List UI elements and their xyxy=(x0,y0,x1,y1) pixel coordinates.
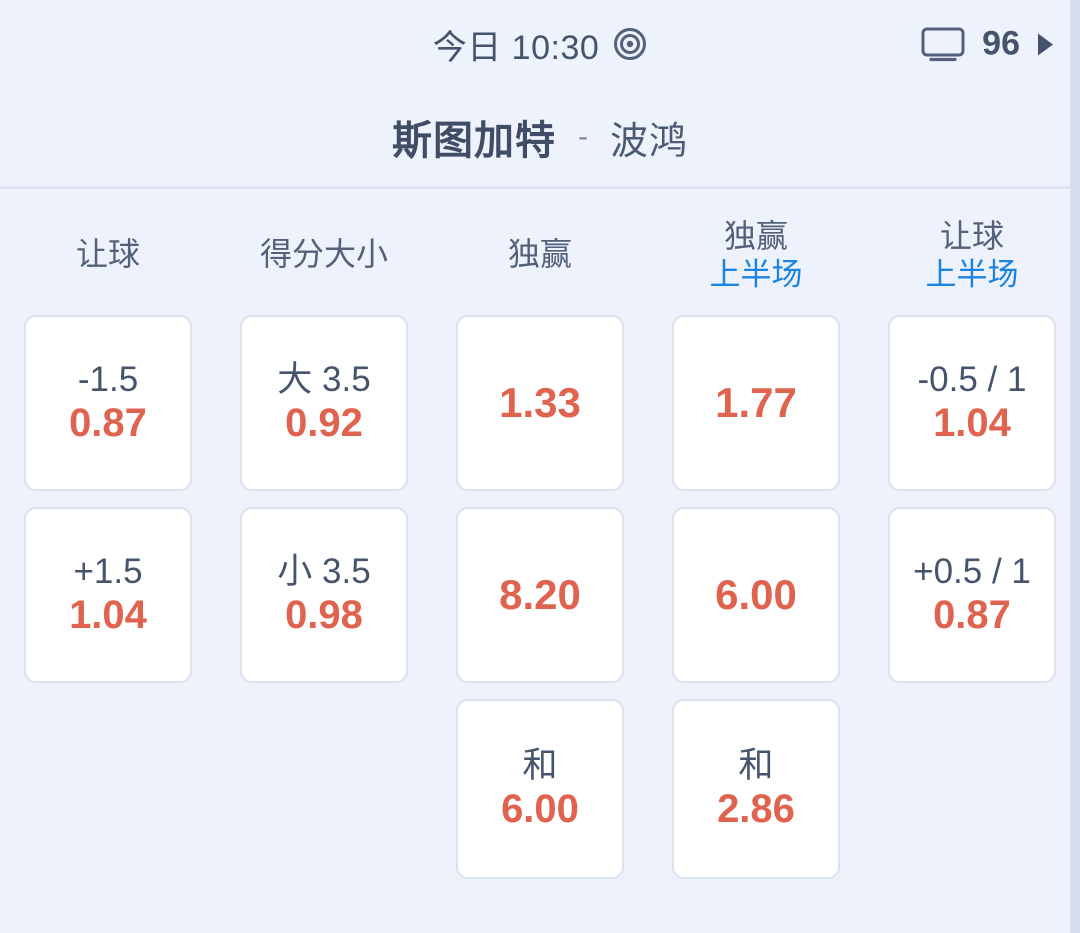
odds-cell[interactable]: 6.00 xyxy=(672,507,840,683)
odds-cell-line: 和 xyxy=(522,745,558,785)
column-header-subtitle: 上半场 xyxy=(925,256,1019,292)
column-header[interactable]: 独赢 上半场 xyxy=(672,195,840,315)
odds-cell-line: +1.5 xyxy=(73,551,143,591)
odds-cell-price: 1.33 xyxy=(499,379,581,427)
odds-cell-price: 1.04 xyxy=(933,401,1011,446)
odds-cell-line: -0.5 / 1 xyxy=(917,359,1027,399)
caret-right-icon[interactable] xyxy=(1036,32,1054,56)
team-separator: - xyxy=(577,120,588,153)
odds-cell-container: 6.00 xyxy=(648,507,864,683)
odds-cell[interactable]: 大 3.5 0.92 xyxy=(240,315,408,491)
odds-cell-line: 小 3.5 xyxy=(277,551,371,591)
odds-row: 和 6.00 和 2.86 xyxy=(0,699,1080,879)
odds-cell-container: 1.77 xyxy=(648,315,864,491)
market-column-moneyline-first-half: 独赢 上半场 xyxy=(648,195,864,315)
odds-cell[interactable]: 和 6.00 xyxy=(456,699,624,879)
odds-cell-container: +0.5 / 1 0.87 xyxy=(864,507,1080,683)
markets-grid: 让球 得分大小 独赢 独赢 上半场 让球 上半场 xyxy=(0,189,1080,879)
away-team-name: 波鸿 xyxy=(609,120,688,163)
status-bar: 今日 10:30 96 xyxy=(0,0,1080,88)
odds-row: +1.5 1.04 小 3.5 0.98 8.20 6.00 +0.5 / xyxy=(0,507,1080,683)
target-icon xyxy=(613,27,647,61)
odds-cell-container: -1.5 0.87 xyxy=(0,315,216,491)
odds-cell-container: 大 3.5 0.92 xyxy=(216,315,432,491)
odds-cell-line: -1.5 xyxy=(77,359,139,399)
odds-cell-price: 1.77 xyxy=(715,379,797,427)
market-column-handicap-first-half: 让球 上半场 xyxy=(864,195,1080,315)
home-team-name: 斯图加特 xyxy=(391,119,556,163)
odds-cell-price: 0.87 xyxy=(933,593,1011,638)
odds-cell-container: -0.5 / 1 1.04 xyxy=(864,315,1080,491)
odds-cell[interactable]: +1.5 1.04 xyxy=(24,507,192,683)
odds-cell-container: 和 2.86 xyxy=(648,699,864,879)
odds-cell-line: +0.5 / 1 xyxy=(913,551,1031,591)
odds-cell-placeholder xyxy=(888,699,1056,875)
odds-cell-container: 小 3.5 0.98 xyxy=(216,507,432,683)
odds-cell-line: 大 3.5 xyxy=(277,359,371,399)
column-header-title: 让球 xyxy=(75,236,140,273)
column-header-title: 让球 xyxy=(939,217,1004,254)
odds-cell[interactable]: -1.5 0.87 xyxy=(24,315,192,491)
column-header[interactable]: 让球 xyxy=(24,195,192,315)
odds-cell-price: 0.92 xyxy=(285,401,363,446)
odds-cell-price: 2.86 xyxy=(717,787,795,832)
odds-cell[interactable]: 8.20 xyxy=(456,507,624,683)
odds-cell-price: 1.04 xyxy=(69,593,147,638)
odds-cell[interactable]: 1.77 xyxy=(672,315,840,491)
odds-cell[interactable]: -0.5 / 1 1.04 xyxy=(888,315,1056,491)
odds-cell-price: 0.87 xyxy=(69,401,147,446)
market-column-handicap: 让球 xyxy=(0,195,216,315)
tv-icon xyxy=(920,26,966,62)
odds-cell-price: 6.00 xyxy=(501,787,579,832)
kickoff-time: 今日 10:30 xyxy=(432,28,600,67)
odds-cell-line: 和 xyxy=(738,745,774,785)
odds-cell[interactable]: +0.5 / 1 0.87 xyxy=(888,507,1056,683)
odds-cell-price: 0.98 xyxy=(285,593,363,638)
odds-cell-container xyxy=(864,699,1080,879)
column-header[interactable]: 让球 上半场 xyxy=(888,195,1056,315)
odds-cell[interactable]: 和 2.86 xyxy=(672,699,840,879)
column-header[interactable]: 独赢 xyxy=(456,195,624,315)
odds-cell-placeholder xyxy=(24,699,192,875)
odds-cell[interactable]: 1.33 xyxy=(456,315,624,491)
odds-cell-container: 和 6.00 xyxy=(432,699,648,879)
broadcast-count: 96 xyxy=(982,24,1020,63)
odds-cell[interactable]: 小 3.5 0.98 xyxy=(240,507,408,683)
odds-cell-price: 6.00 xyxy=(715,571,797,619)
odds-cell-container xyxy=(216,699,432,879)
odds-cell-container xyxy=(0,699,216,879)
market-column-totals: 得分大小 xyxy=(216,195,432,315)
column-header-title: 独赢 xyxy=(507,236,572,273)
column-header[interactable]: 得分大小 xyxy=(240,195,408,315)
market-column-moneyline: 独赢 xyxy=(432,195,648,315)
match-title[interactable]: 斯图加特 - 波鸿 xyxy=(0,88,1080,189)
odds-cell-placeholder xyxy=(240,699,408,875)
column-header-title: 得分大小 xyxy=(259,236,388,273)
broadcast-info[interactable]: 96 xyxy=(920,25,1054,64)
column-header-subtitle: 上半场 xyxy=(709,256,803,292)
kickoff-info: 今日 10:30 xyxy=(433,20,648,69)
column-header-title: 独赢 xyxy=(723,217,788,254)
odds-cell-container: +1.5 1.04 xyxy=(0,507,216,683)
odds-row: -1.5 0.87 大 3.5 0.92 1.33 1.77 -0.5 / xyxy=(0,315,1080,491)
odds-cell-price: 8.20 xyxy=(499,571,581,619)
horizontal-scroll-edge-indicator[interactable] xyxy=(1070,0,1080,933)
odds-cell-container: 8.20 xyxy=(432,507,648,683)
market-header-row: 让球 得分大小 独赢 独赢 上半场 让球 上半场 xyxy=(0,195,1080,315)
odds-cell-container: 1.33 xyxy=(432,315,648,491)
